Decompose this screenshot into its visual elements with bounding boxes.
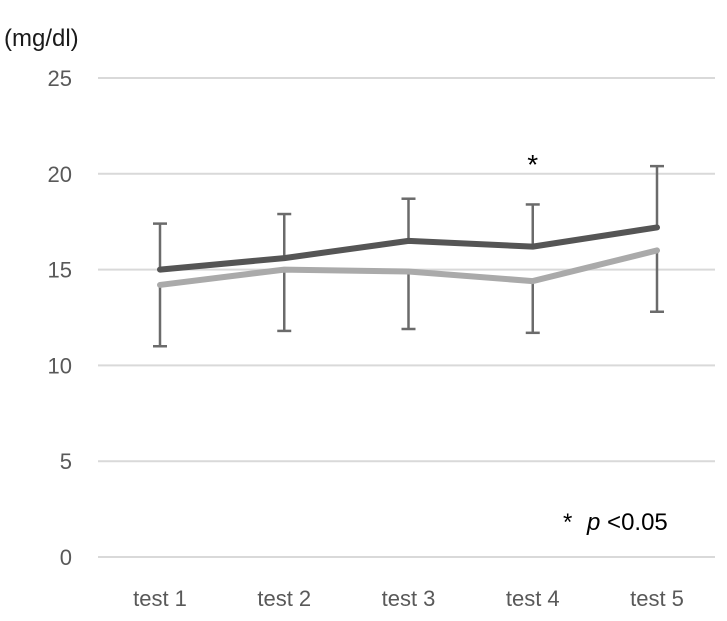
gridlines (98, 77, 715, 558)
significance-p: p (586, 509, 600, 536)
significance-star: * (563, 509, 572, 536)
significance-marker-1: * (527, 149, 538, 180)
significance-threshold: <0.05 (607, 509, 668, 536)
x-tick-label-4: test 4 (506, 586, 560, 611)
x-tick-label-5: test 5 (630, 586, 684, 611)
y-tick-label-15: 15 (48, 258, 72, 283)
series-line-1 (157, 224, 660, 273)
significance-note: * p <0.05 (563, 509, 668, 536)
y-tick-label-20: 20 (48, 162, 72, 187)
annotations: * (527, 149, 538, 180)
y-tick-label-25: 25 (48, 66, 72, 91)
series-lines (157, 224, 660, 288)
x-tick-label-1: test 1 (133, 586, 187, 611)
x-tick-label-2: test 2 (257, 586, 311, 611)
x-tick-label-3: test 3 (382, 586, 436, 611)
y-axis-unit-label: (mg/dl) (4, 25, 79, 52)
series-line-2 (157, 247, 660, 288)
y-tick-label-10: 10 (48, 353, 72, 378)
y-axis-ticks: 0 5 10 15 20 25 (48, 66, 72, 570)
y-tick-label-0: 0 (60, 545, 72, 570)
y-tick-label-5: 5 (60, 449, 72, 474)
x-axis-ticks: test 1 test 2 test 3 test 4 test 5 (133, 586, 684, 611)
error-bars (153, 164, 664, 348)
